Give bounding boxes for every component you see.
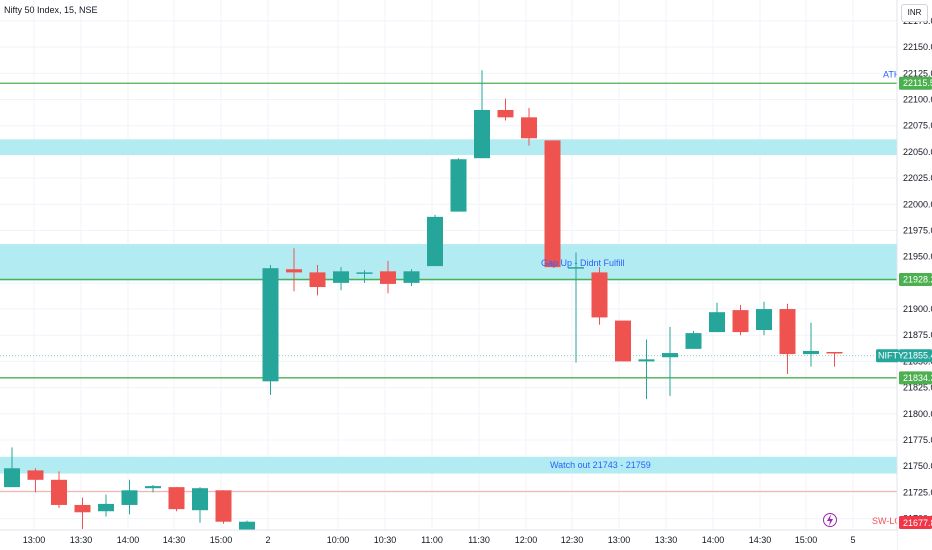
x-tick-label: 14:30 <box>163 535 186 545</box>
swing-low-annotation: SW-LOW <box>872 516 910 526</box>
swing-low-price-label: 21677.80 <box>903 518 932 528</box>
level-price-label-bg <box>899 371 932 385</box>
level-price-label: 22115.55 <box>903 78 932 88</box>
candle-up[interactable] <box>427 216 443 267</box>
candle-down[interactable] <box>732 310 749 333</box>
candle-up[interactable] <box>474 110 490 159</box>
candle-up[interactable] <box>333 271 349 283</box>
candle-down[interactable] <box>74 504 91 513</box>
y-tick-label: 22025.00 <box>903 173 932 183</box>
candle-down[interactable] <box>27 470 44 480</box>
x-tick-label: 15:00 <box>210 535 233 545</box>
x-tick-label: 15:00 <box>795 535 818 545</box>
candle-up[interactable] <box>121 490 138 505</box>
lightning-icon-ring <box>823 513 837 527</box>
y-tick-label: 21900.00 <box>903 304 932 314</box>
y-tick-label: 22150.00 <box>903 42 932 52</box>
last-price-label: 21855.45 <box>903 351 932 361</box>
candle-up[interactable] <box>403 271 420 283</box>
level-price-label: 21834.35 <box>903 373 932 383</box>
x-tick-label: 10:00 <box>327 535 350 545</box>
ath-annotation: ATH <box>883 70 900 80</box>
x-tick-label: 2 <box>265 535 270 545</box>
y-tick-label: 21725.00 <box>903 487 932 497</box>
candle-up[interactable] <box>98 503 114 512</box>
x-tick-label: 14:00 <box>702 535 725 545</box>
candle-up[interactable] <box>262 268 279 382</box>
candle-up[interactable] <box>803 350 819 355</box>
supply-demand-zone <box>0 456 897 474</box>
candle-up[interactable] <box>638 359 655 362</box>
y-tick-label: 21825.00 <box>903 383 932 393</box>
y-tick-label: 22050.00 <box>903 147 932 157</box>
x-tick-label: 10:30 <box>374 535 397 545</box>
watch-out-annotation: Watch out 21743 - 21759 <box>550 460 651 470</box>
x-tick-label: 11:00 <box>421 535 443 545</box>
y-tick-label: 22000.00 <box>903 199 932 209</box>
candle-down[interactable] <box>215 490 232 522</box>
chart-title: Nifty 50 Index, 15, NSE <box>4 5 98 15</box>
candle-up[interactable] <box>356 272 373 274</box>
y-tick-label: 21950.00 <box>903 252 932 262</box>
candle-up[interactable] <box>756 309 772 330</box>
candle-down[interactable] <box>51 479 67 505</box>
candle-down[interactable] <box>168 487 185 510</box>
time-axis[interactable]: 13:00 13:30 14:00 14:30 15:00 2 10:00 10:30 11:0… <box>0 529 897 550</box>
symbol-tag: NIFTY <box>878 351 904 361</box>
candle-up[interactable] <box>239 521 255 532</box>
x-tick-label: 13:30 <box>70 535 93 545</box>
lightning-icon-bolt <box>827 514 833 526</box>
candle-down[interactable] <box>591 272 608 318</box>
y-tick-label: 21875.00 <box>903 330 932 340</box>
symbol-tag-bg <box>876 349 899 363</box>
gap-up-annotation: Gap Up - Didnt Fulfill <box>541 258 625 268</box>
swing-low-price-bg <box>899 516 932 529</box>
x-tick-label: 13:30 <box>655 535 678 545</box>
level-price-label: 21928.25 <box>903 274 932 284</box>
lightning-icon[interactable] <box>823 513 837 527</box>
candle-up[interactable] <box>568 267 584 269</box>
x-tick-label: 14:00 <box>117 535 140 545</box>
candle-down[interactable] <box>521 117 537 139</box>
candle-down[interactable] <box>544 140 561 268</box>
y-tick-label: 22125.00 <box>903 68 932 78</box>
candle-down[interactable] <box>497 110 514 118</box>
currency-button[interactable]: INR <box>901 4 928 22</box>
candle-down[interactable] <box>779 309 796 355</box>
x-tick-label: 14:30 <box>749 535 772 545</box>
supply-demand-zone <box>0 139 897 156</box>
x-tick-label: 13:00 <box>608 535 631 545</box>
last-price-label-bg <box>899 349 932 363</box>
y-tick-label: 21800.00 <box>903 409 932 419</box>
x-tick-label: 5 <box>850 535 855 545</box>
candles <box>4 70 843 532</box>
y-tick-label: 21750.00 <box>903 461 932 471</box>
time-axis-bg <box>0 530 897 550</box>
level-price-label-bg <box>899 76 932 90</box>
candle-up[interactable] <box>450 159 467 212</box>
x-tick-label: 13:00 <box>23 535 46 545</box>
x-tick-label: 12:00 <box>515 535 538 545</box>
candle-up[interactable] <box>685 333 702 349</box>
candle-up[interactable] <box>709 312 725 333</box>
candle-down[interactable] <box>615 320 631 362</box>
candle-down[interactable] <box>826 352 843 354</box>
y-tick-label: 21775.00 <box>903 435 932 445</box>
candle-down[interactable] <box>309 272 326 288</box>
y-tick-label: 22100.00 <box>903 95 932 105</box>
x-tick-label: 11:30 <box>468 535 490 545</box>
level-price-label-bg <box>899 272 932 286</box>
candle-down[interactable] <box>286 269 302 273</box>
y-tick-label: 22075.00 <box>903 121 932 131</box>
candle-down[interactable] <box>380 271 396 284</box>
candle-up[interactable] <box>4 468 20 488</box>
candle-up[interactable] <box>145 486 161 489</box>
candle-up[interactable] <box>192 488 208 511</box>
supply-demand-zone <box>0 244 897 281</box>
x-tick-label: 12:30 <box>561 535 584 545</box>
candle-up[interactable] <box>662 353 678 358</box>
y-tick-label: 21975.00 <box>903 225 932 235</box>
